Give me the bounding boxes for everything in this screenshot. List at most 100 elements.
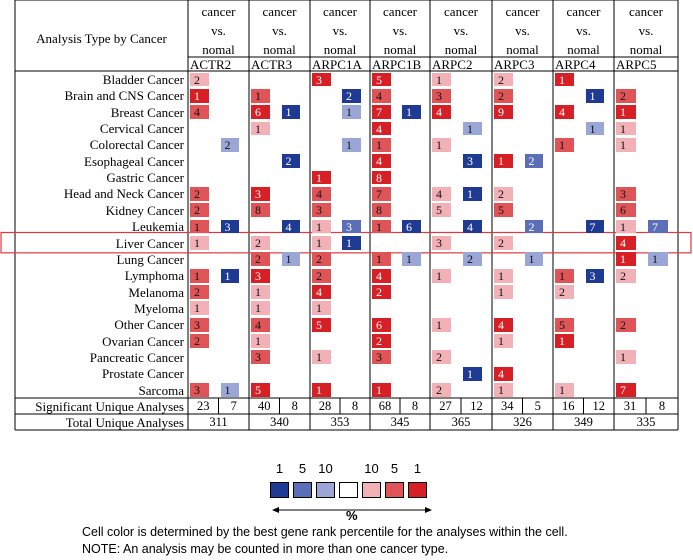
heatmap-cell xyxy=(585,121,605,136)
heatmap-cell-count: 1 xyxy=(255,334,261,349)
heatmap-cell xyxy=(494,236,513,250)
legend-swatch xyxy=(293,482,312,498)
heatmap-cell-count: 1 xyxy=(316,236,322,250)
cancer-label-esophageal-cancer: Esophageal Cancer xyxy=(84,153,184,169)
heatmap-cell xyxy=(494,72,513,87)
heatmap-cell-count: 3 xyxy=(316,203,322,218)
heatmap-cell-count: 3 xyxy=(316,72,322,87)
heatmap-cell xyxy=(432,203,452,218)
heatmap-cell-count: 1 xyxy=(346,105,352,120)
gene-label-arpc4: ARPC4 xyxy=(555,57,596,72)
heatmap-cell-count: 1 xyxy=(255,285,261,300)
heatmap-cell xyxy=(190,285,209,299)
heatmap-cell-count: 5 xyxy=(436,203,442,218)
heatmap-cell-count: 2 xyxy=(559,285,565,300)
heatmap-cell-count: 1 xyxy=(376,383,382,398)
heatmap-cell xyxy=(585,219,605,234)
cancer-label-ovarian-cancer: Ovarian Cancer xyxy=(102,333,184,349)
heatmap-cell xyxy=(494,285,513,299)
heatmap-cell-count: 2 xyxy=(528,154,535,169)
heatmap-cell-count: 4 xyxy=(436,186,442,201)
heatmap-cell-count: 1 xyxy=(559,268,565,283)
cancer-label-colorectal-cancer: Colorectal Cancer xyxy=(89,137,184,153)
heatmap-cell-count: 4 xyxy=(316,186,322,201)
heatmap-cell-count: 1 xyxy=(194,88,200,103)
heatmap-cell-count: 1 xyxy=(224,268,231,283)
heatmap-cell-count: 5 xyxy=(376,72,382,87)
heatmap-cell xyxy=(342,219,361,234)
cancer-label-breast-cancer: Breast Cancer xyxy=(110,104,184,120)
total-count: 365 xyxy=(451,415,471,429)
heatmap-cell xyxy=(555,72,574,87)
heatmap-cell xyxy=(220,137,240,152)
total-label: Total Unique Analyses xyxy=(65,415,184,430)
gene-label-arpc1b: ARPC1B xyxy=(372,57,422,72)
heatmap-cell-count: 1 xyxy=(194,268,200,283)
heatmap-cell xyxy=(432,236,452,250)
heatmap-cell-count: 2 xyxy=(255,252,261,267)
legend-label: 5 xyxy=(298,461,307,476)
heatmap-cell xyxy=(190,334,209,348)
total-count: 349 xyxy=(574,415,593,429)
heatmap-cell xyxy=(372,154,391,169)
heatmap-cell-count: 2 xyxy=(436,383,442,398)
heatmap-cell-count: 2 xyxy=(620,88,626,103)
legend-swatch xyxy=(339,482,358,498)
significant-count: 31 xyxy=(623,399,637,413)
heatmap-cell xyxy=(372,203,391,218)
heatmap-cell xyxy=(220,268,240,283)
heatmap-cell xyxy=(372,285,391,299)
total-count: 353 xyxy=(330,415,350,429)
heatmap-cell-count: 7 xyxy=(589,219,596,234)
heatmap-cell-count: 3 xyxy=(467,154,473,169)
heatmap-cell xyxy=(251,105,270,120)
comparison-label-4: vs. xyxy=(453,23,469,38)
heatmap-cell xyxy=(616,105,636,120)
comparison-label-3: vs. xyxy=(392,23,408,38)
heatmap-cell xyxy=(616,236,636,250)
heatmap-cell-count: 2 xyxy=(194,186,200,201)
heatmap-cell xyxy=(251,88,270,103)
heatmap-cell xyxy=(190,88,209,103)
legend: 1 5 10 10 5 1 % xyxy=(270,460,440,522)
legend-label: 1 xyxy=(413,461,422,476)
comparison-label-7: vs. xyxy=(638,23,654,38)
heatmap-cell xyxy=(372,72,391,87)
heatmap-cell xyxy=(372,252,391,267)
cancer-label-prostate-cancer: Prostate Cancer xyxy=(102,366,184,382)
heatmap-cell-count: 2 xyxy=(528,219,535,234)
heatmap-cell-count: 1 xyxy=(620,105,626,120)
heatmap-cell xyxy=(616,252,636,267)
comparison-label-1: vs. xyxy=(272,23,287,38)
legend-label: 5 xyxy=(390,461,399,476)
heatmap-cell-count: 1 xyxy=(255,88,261,103)
heatmap-cell-count: 4 xyxy=(376,121,382,136)
cancer-label-kidney-cancer: Kidney Cancer xyxy=(105,202,184,218)
gene-label-arpc2: ARPC2 xyxy=(432,57,473,72)
comparison-label-3: nomal xyxy=(383,42,417,57)
heatmap-cell xyxy=(190,301,209,316)
heatmap-cell-count: 2 xyxy=(498,72,504,87)
heatmap-cell-count: 2 xyxy=(224,137,231,152)
significant-count: 7 xyxy=(230,399,237,413)
cancer-label-sarcoma: Sarcoma xyxy=(138,382,184,398)
note-cell-color: Cell color is determined by the best gen… xyxy=(82,525,568,539)
heatmap-cell xyxy=(312,203,331,218)
heatmap-cell xyxy=(190,268,209,283)
heatmap-cell-count: 1 xyxy=(346,137,352,152)
heatmap-cell-count: 4 xyxy=(376,268,382,283)
heatmap-cell-count: 1 xyxy=(406,252,412,267)
heatmap-cell xyxy=(312,72,331,87)
heatmap-cell-count: 8 xyxy=(376,170,382,185)
gene-label-arpc3: ARPC3 xyxy=(494,57,535,72)
heatmap-cell xyxy=(251,186,270,201)
significant-count: 12 xyxy=(592,399,606,413)
heatmap-cell-count: 2 xyxy=(194,285,200,300)
heatmap-cell-count: 1 xyxy=(620,219,626,234)
heatmap-cell xyxy=(555,285,574,299)
heatmap-cell-count: 1 xyxy=(194,301,200,316)
heatmap-cell-count: 3 xyxy=(436,88,442,103)
heatmap-cell-count: 1 xyxy=(620,137,626,152)
heatmap-cell-count: 6 xyxy=(255,105,261,120)
heatmap-cell xyxy=(281,219,301,234)
